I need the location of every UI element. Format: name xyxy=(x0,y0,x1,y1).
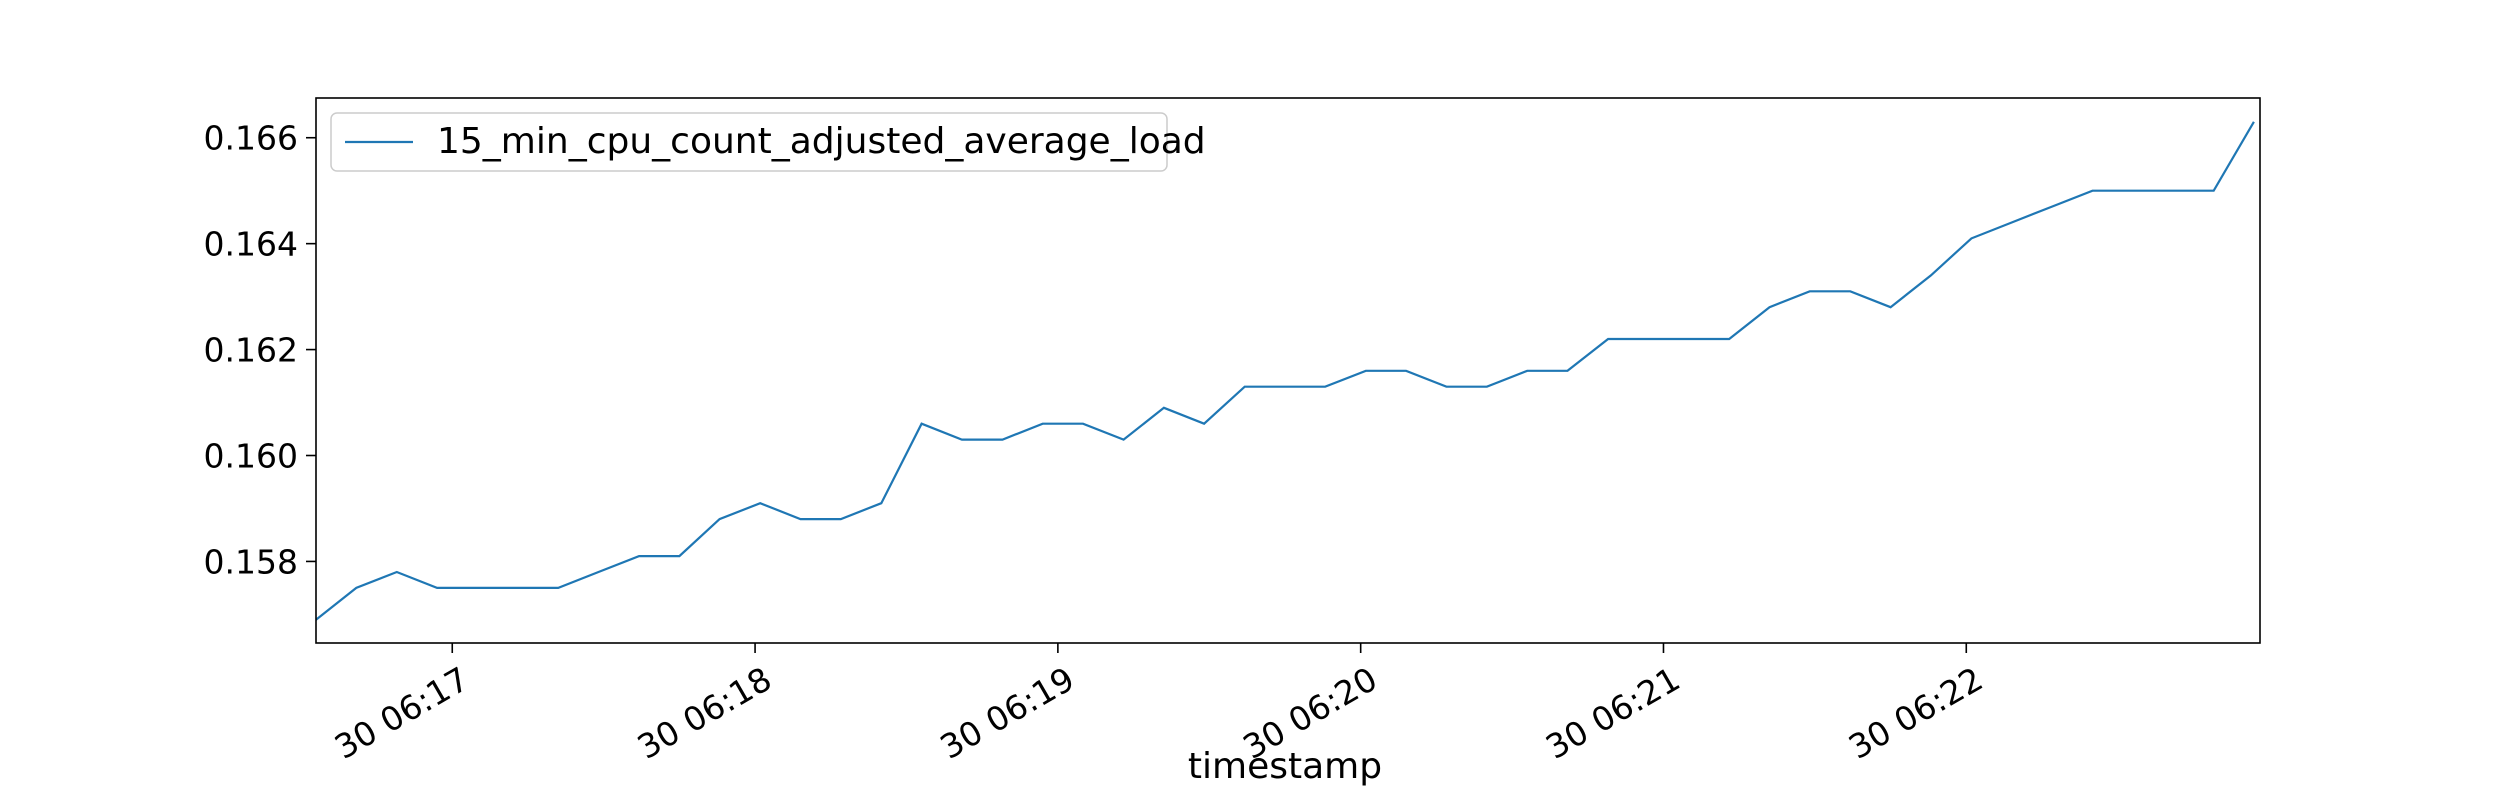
y-tick-label: 0.160 xyxy=(204,437,298,476)
legend-label: 15_min_cpu_count_adjusted_average_load xyxy=(437,121,1206,162)
y-axis: 0.158 0.160 0.162 0.164 0.166 xyxy=(204,119,316,581)
x-tick-label: 30 06:19 xyxy=(934,659,1081,767)
x-tick-label: 30 06:21 xyxy=(1539,659,1686,767)
y-tick-label: 0.158 xyxy=(204,542,298,581)
y-tick-label: 0.164 xyxy=(204,225,298,264)
legend-box xyxy=(330,112,1168,172)
x-tick-label: 30 06:17 xyxy=(328,659,475,767)
y-tick-label: 0.166 xyxy=(204,119,298,158)
x-axis: 30 06:17 30 06:18 30 06:19 30 06:20 30 06:21… xyxy=(328,643,1989,767)
plot-area-frame xyxy=(315,97,2261,644)
x-tick-label: 30 06:18 xyxy=(631,659,778,767)
x-tick-label: 30 06:22 xyxy=(1842,659,1989,767)
legend: 15_min_cpu_count_adjusted_average_load xyxy=(330,112,1206,172)
x-axis-title: timestamp xyxy=(1188,746,1382,787)
y-tick-label: 0.162 xyxy=(204,331,298,370)
series-line-15-min-cpu-load xyxy=(315,121,2255,621)
